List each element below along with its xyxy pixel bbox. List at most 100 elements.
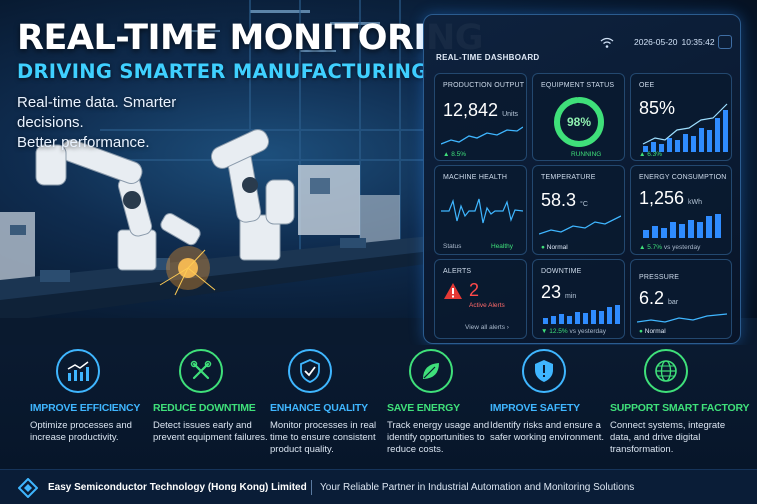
feature-title: SAVE ENERGY xyxy=(387,402,460,414)
dashboard-datetime: 2026-05-20 10:35:42 xyxy=(634,37,715,47)
status-dot-icon: ● xyxy=(639,328,643,335)
feature-reduce-downtime: REDUCE DOWNTIME Detect issues early and … xyxy=(153,345,273,469)
feature-improve-efficiency: IMPROVE EFFICIENCY Optimize processes an… xyxy=(30,345,150,469)
pressure-status-text: Normal xyxy=(644,328,666,335)
energy-value-row: 1,256 kWh xyxy=(639,188,702,209)
downtime-bar-chart xyxy=(543,305,620,324)
machine-health-waveform xyxy=(441,198,523,224)
downtime-delta-note: vs yesterday xyxy=(569,328,606,335)
downtime-unit: min xyxy=(565,293,577,300)
equipment-state: RUNNING xyxy=(571,151,602,158)
company-logo-icon xyxy=(18,478,38,498)
menu-grid-icon[interactable] xyxy=(718,35,732,49)
hero-tagline-line-1: Real-time data. Smarter decisions. xyxy=(17,94,177,131)
feature-desc: Track energy usage and identify opportun… xyxy=(387,420,490,455)
temperature-status: ● Normal xyxy=(541,244,568,251)
wifi-icon xyxy=(600,37,614,48)
card-alerts[interactable]: ALERTS 2 Active Alerts View all alerts › xyxy=(434,259,527,339)
dashboard-time: 10:35:42 xyxy=(681,37,715,47)
oee-bar-chart xyxy=(642,103,728,152)
downtime-delta-row: ▼ 12.5% vs yesterday xyxy=(541,328,606,335)
feature-enhance-quality: ENHANCE QUALITY Monitor processes in rea… xyxy=(270,345,390,469)
feature-title: IMPROVE EFFICIENCY xyxy=(30,402,141,414)
card-machine-health[interactable]: MACHINE HEALTH Status Healthy xyxy=(434,165,527,255)
energy-unit: kWh xyxy=(688,199,703,206)
hero-tagline-line-2: Better performance. xyxy=(17,134,150,151)
hero-title: REAL-TIME MONITORING xyxy=(17,18,483,58)
temperature-value-row: 58.3 °C xyxy=(541,190,588,211)
production-unit: Units xyxy=(502,111,519,118)
chart-up-icon xyxy=(56,349,100,393)
feature-desc: Optimize processes and increase producti… xyxy=(30,420,132,443)
footer-divider xyxy=(311,480,312,495)
feature-save-energy: SAVE ENERGY Track energy usage and ident… xyxy=(387,345,507,469)
alerts-sub: Active Alerts xyxy=(469,302,505,309)
pressure-label: PRESSURE xyxy=(639,274,680,281)
feature-title: SUPPORT SMART FACTORY xyxy=(610,402,750,414)
feature-improve-safety: IMPROVE SAFETY Identify risks and ensure… xyxy=(490,345,610,469)
footer: Easy Semiconductor Technology (Hong Kong… xyxy=(0,469,757,504)
feature-desc: Identify risks and ensure a safer workin… xyxy=(490,420,605,443)
warning-triangle-icon xyxy=(444,283,462,299)
pressure-sparkline xyxy=(637,313,727,323)
downtime-delta: ▼ 12.5% xyxy=(541,328,568,335)
production-label: PRODUCTION OUTPUT xyxy=(443,82,525,89)
production-value: 12,842 xyxy=(443,100,499,120)
equipment-gauge: 98% xyxy=(554,97,604,147)
feature-support-smart-factory: SUPPORT SMART FACTORY Connect systems, i… xyxy=(610,345,750,469)
factory-illustration xyxy=(0,0,757,345)
card-production-output[interactable]: PRODUCTION OUTPUT 12,842 Units ▲ 8.5% xyxy=(434,73,527,161)
dashboard-panel: REAL-TIME DASHBOARD 2026-05-20 10:35:42 P… xyxy=(423,14,741,344)
card-pressure[interactable]: PRESSURE 6.2 bar ● Normal xyxy=(630,259,732,339)
tools-icon xyxy=(179,349,223,393)
shield-check-icon xyxy=(288,349,332,393)
equipment-label: EQUIPMENT STATUS xyxy=(541,82,615,89)
card-equipment-status[interactable]: EQUIPMENT STATUS 98% RUNNING xyxy=(532,73,625,161)
company-name: Easy Semiconductor Technology (Hong Kong… xyxy=(48,482,307,493)
machine-status-value: Healthy xyxy=(491,243,514,250)
pressure-value: 6.2 xyxy=(639,288,665,308)
alerts-label: ALERTS xyxy=(443,268,472,275)
energy-delta-note: vs yesterday xyxy=(663,244,701,251)
card-temperature[interactable]: TEMPERATURE 58.3 °C ● Normal xyxy=(532,165,625,255)
downtime-label: DOWNTIME xyxy=(541,268,582,275)
energy-label: ENERGY CONSUMPTION xyxy=(639,174,727,181)
feature-title: IMPROVE SAFETY xyxy=(490,402,580,414)
card-oee[interactable]: OEE 85% ▲ 6.3% xyxy=(630,73,732,161)
energy-value: 1,256 xyxy=(639,188,685,208)
leaf-icon xyxy=(409,349,453,393)
oee-delta: ▲ 6.3% xyxy=(639,151,663,158)
card-energy-consumption[interactable]: ENERGY CONSUMPTION 1,256 kWh ▲ 5.7% vs ye… xyxy=(630,165,732,255)
production-sparkline xyxy=(441,126,523,145)
temperature-sparkline xyxy=(539,215,621,235)
dashboard-title: REAL-TIME DASHBOARD xyxy=(436,53,540,62)
temperature-label: TEMPERATURE xyxy=(541,174,596,181)
energy-delta: ▲ 5.7% xyxy=(639,244,663,251)
oee-label: OEE xyxy=(639,82,655,89)
hero-subtitle: DRIVING SMARTER MANUFACTURING xyxy=(17,60,428,83)
status-dot-icon: ● xyxy=(541,244,545,251)
temperature-unit: °C xyxy=(580,201,588,208)
feature-desc: Connect systems, integrate data, and dri… xyxy=(610,420,726,455)
temperature-status-text: Normal xyxy=(546,244,568,251)
pressure-unit: bar xyxy=(668,299,679,306)
view-all-alerts-link[interactable]: View all alerts › xyxy=(465,324,509,331)
feature-desc: Detect issues early and prevent equipmen… xyxy=(153,420,268,443)
machine-status-label: Status xyxy=(443,243,462,250)
globe-icon xyxy=(644,349,688,393)
temperature-value: 58.3 xyxy=(541,190,577,210)
equipment-value: 98% xyxy=(567,115,591,129)
pressure-value-row: 6.2 bar xyxy=(639,288,678,309)
hero-tagline: Real-time data. Smarter decisions. Bette… xyxy=(17,93,247,153)
energy-bar-chart xyxy=(643,214,721,238)
card-downtime[interactable]: DOWNTIME 23 min ▼ 12.5% vs yesterday xyxy=(532,259,625,339)
pressure-status: ● Normal xyxy=(639,328,666,335)
dashboard-date: 2026-05-20 xyxy=(634,37,678,47)
features-band xyxy=(0,345,757,469)
production-delta: ▲ 8.5% xyxy=(443,151,467,158)
feature-desc: Monitor processes in real time to ensure… xyxy=(270,420,377,455)
machine-health-label: MACHINE HEALTH xyxy=(443,174,508,181)
alerts-count: 2 xyxy=(469,280,480,300)
downtime-value: 23 xyxy=(541,282,562,302)
feature-title: ENHANCE QUALITY xyxy=(270,402,368,414)
